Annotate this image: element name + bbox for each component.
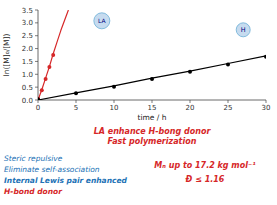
scatter-point: [112, 85, 116, 89]
x-tick: [266, 100, 267, 103]
x-tick: [190, 100, 191, 103]
note: Internal Lewis pair enhanced: [4, 176, 128, 185]
note: H-bond donor: [4, 187, 63, 196]
y-tick-label: 1.5: [22, 58, 33, 66]
x-tick: [114, 100, 115, 103]
scatter-point: [38, 97, 40, 100]
axes: 0 5 10 15 20 25 30 0.0 0.5 1.0 1.5 2.0 2.5 3.0 3.5 time…: [2, 7, 270, 123]
icon-circle: [94, 13, 110, 29]
y-tick: [35, 87, 38, 88]
y-tick: [35, 61, 38, 62]
scatter-point: [264, 55, 266, 59]
annotations: LA H LA enhance H-bong donorFast polymeriz…: [4, 13, 256, 196]
plot-data: [38, 10, 266, 100]
x-tick-label: 0: [36, 104, 40, 112]
icon-label: LA: [98, 17, 106, 24]
y-tick-label: 2.0: [22, 45, 33, 53]
note: Eliminate self-association: [4, 165, 100, 174]
scatter-point: [226, 63, 230, 67]
scatter-point: [51, 53, 55, 57]
x-axis-label: time / h: [138, 113, 167, 122]
property: Mₙ up to 17.2 kg mol⁻¹: [154, 161, 256, 170]
icon-circle: [236, 23, 250, 37]
y-tick-label: 1.0: [22, 71, 33, 79]
property: Đ ≤ 1.16: [185, 175, 225, 184]
scatter-point: [188, 70, 192, 74]
x-tick-label: 20: [186, 104, 195, 112]
scatter-point: [38, 97, 40, 100]
x-tick: [76, 100, 77, 103]
y-tick-label: 0.0: [22, 97, 33, 105]
y-tick: [35, 10, 38, 11]
x-tick-label: 25: [224, 104, 233, 112]
x-tick: [38, 100, 39, 103]
scatter-point: [47, 65, 51, 69]
caption: Fast polymerization: [108, 137, 197, 146]
caption: LA enhance H-bong donor: [94, 127, 212, 136]
x-tick-label: 15: [148, 104, 157, 112]
scatter-point: [44, 77, 48, 81]
scatter-point: [150, 77, 154, 81]
y-tick-label: 2.5: [22, 32, 33, 40]
y-tick-label: 3.5: [22, 7, 33, 15]
scatter-point: [74, 91, 78, 95]
y-axis-line: [38, 10, 39, 100]
y-tick: [35, 100, 38, 101]
y-tick-label: 3.0: [22, 19, 33, 27]
chart: 0 5 10 15 20 25 30 0.0 0.5 1.0 1.5 2.0 2.5 3.0 3.5 time…: [0, 0, 277, 205]
series-line: [38, 10, 68, 100]
y-tick-label: 0.5: [22, 84, 33, 92]
x-tick-label: 5: [74, 104, 78, 112]
scatter-point: [40, 88, 44, 92]
note: Steric repulsive: [4, 154, 63, 163]
icon-label: H: [241, 26, 246, 34]
y-tick: [35, 48, 38, 49]
y-tick: [35, 22, 38, 23]
x-tick: [228, 100, 229, 103]
series-line: [38, 56, 266, 100]
x-tick-label: 30: [262, 104, 271, 112]
x-tick-label: 10: [110, 104, 119, 112]
y-tick: [35, 35, 38, 36]
y-axis-label: ln([M]₀/[M]): [2, 33, 11, 76]
x-tick: [152, 100, 153, 103]
y-tick: [35, 74, 38, 75]
